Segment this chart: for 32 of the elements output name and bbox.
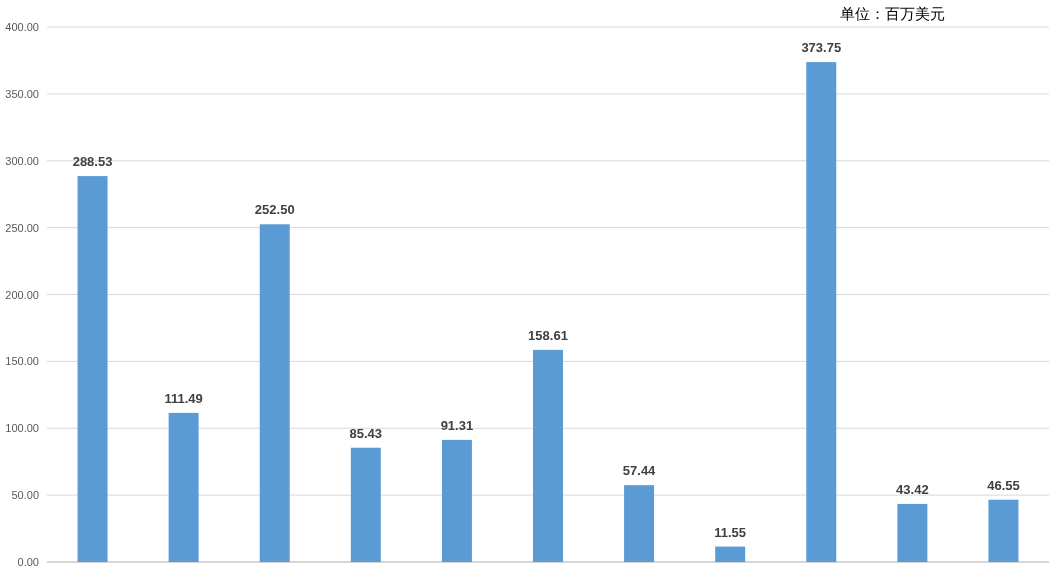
text: 288.53	[72, 154, 113, 170]
text: 46.55	[987, 477, 1020, 493]
bar	[897, 503, 928, 562]
y-tick-label: 350.00	[5, 87, 39, 100]
text: 91.31	[440, 417, 474, 433]
text: 85.43	[349, 425, 383, 441]
bar	[168, 412, 199, 562]
text: 373.75	[801, 40, 842, 56]
bar	[259, 224, 290, 562]
bar	[715, 546, 746, 562]
bar	[77, 176, 108, 562]
y-tick-label: 400.00	[5, 21, 39, 33]
text: 111.49	[164, 390, 203, 406]
bar	[624, 485, 655, 562]
y-tick-label: 100.00	[5, 422, 39, 435]
y-tick-label: 300.00	[5, 154, 39, 167]
bar	[533, 349, 563, 562]
bar	[441, 439, 472, 562]
bar	[806, 62, 837, 562]
bar	[988, 499, 1019, 562]
y-tick-label: 0.00	[17, 556, 39, 568]
text: 43.42	[896, 481, 929, 497]
text: 11.55	[714, 524, 747, 540]
y-tick-label: 200.00	[5, 288, 39, 301]
y-tick-label: 250.00	[5, 221, 39, 234]
text: 单位：百万美元	[840, 5, 945, 22]
y-tick-label: 150.00	[5, 355, 39, 368]
text: 252.50	[254, 202, 295, 218]
y-tick-label: 50.00	[11, 489, 39, 502]
bar	[350, 447, 381, 562]
text: 158.61	[528, 327, 568, 343]
text: 57.44	[622, 463, 656, 479]
